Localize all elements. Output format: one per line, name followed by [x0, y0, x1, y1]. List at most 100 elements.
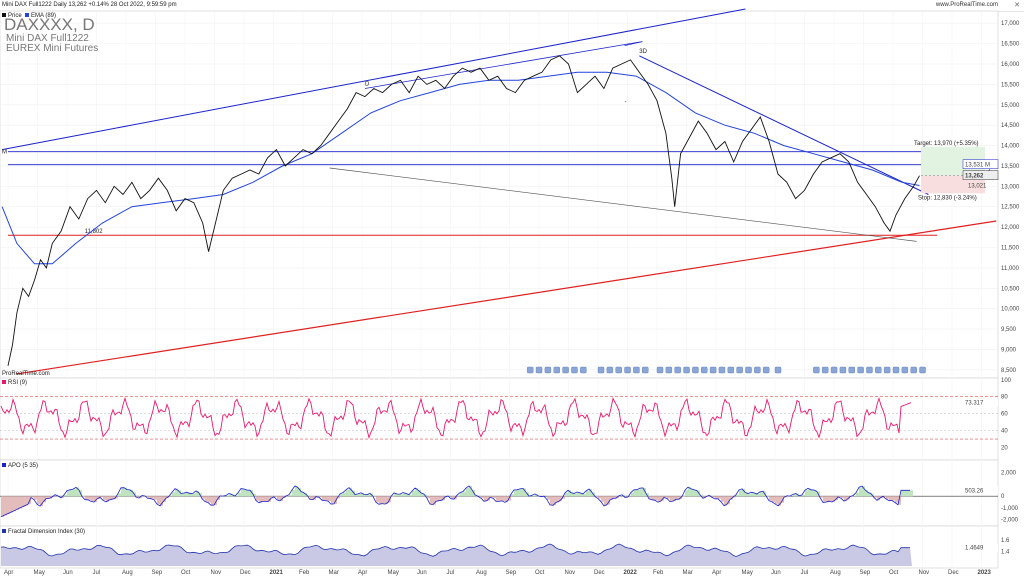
apo-bar: [106, 496, 109, 502]
site-url[interactable]: www.ProRealTime.com: [935, 2, 998, 8]
y-tick-label: 13,000: [1001, 184, 1020, 190]
event-calendar-icon: [754, 366, 761, 374]
apo-bar: [502, 496, 505, 501]
apo-bar: [754, 492, 757, 497]
apo-bar: [160, 496, 163, 506]
apo-bar: [691, 488, 694, 497]
apo-bar: [886, 496, 889, 499]
apo-bar: [322, 496, 325, 501]
price-pane[interactable]: [0, 10, 999, 379]
event-calendar-icon: [674, 366, 681, 374]
apo-bar: [643, 487, 646, 497]
rsi-line: [0, 396, 912, 440]
gray-trend-line: [329, 167, 917, 242]
apo-bar: [250, 490, 253, 497]
apo-bar: [202, 496, 205, 499]
y-tick-label: 14,000: [1001, 144, 1020, 150]
apo-bar: [61, 496, 64, 498]
event-icons[interactable]: [527, 366, 926, 374]
apo-bar: [124, 487, 127, 497]
apo-bar: [295, 485, 298, 497]
apo-bar: [688, 487, 691, 497]
apo-bar: [436, 496, 439, 502]
trendline-drawings[interactable]: M D 3D - 11,802: [2, 8, 997, 375]
event-calendar-icon: [580, 366, 587, 374]
apo-bar: [427, 496, 430, 499]
apo-bar: [319, 496, 322, 498]
apo-bar: [397, 493, 400, 497]
apo-bar: [496, 496, 499, 502]
apo-bar: [13, 496, 16, 512]
y-tick-label: 16,000: [1001, 62, 1020, 68]
apo-bar: [865, 489, 868, 497]
x-tick-label: 2021: [270, 570, 284, 576]
x-tick-label: Apr: [358, 570, 367, 576]
window-close-icon[interactable]: ✕: [1014, 2, 1020, 9]
apo-bar: [244, 488, 247, 497]
apo-value-box: [963, 486, 998, 495]
apo-bar: [565, 492, 568, 497]
event-calendar-icon: [736, 366, 743, 374]
copyright: ProRealTime.com: [2, 371, 50, 377]
x-tick-label: May: [388, 570, 399, 576]
apo-bar: [277, 496, 280, 500]
apo-bar: [415, 488, 418, 497]
event-calendar-icon: [571, 366, 578, 374]
apo-bar: [184, 493, 187, 497]
rsi-pane[interactable]: [0, 377, 999, 461]
apo-bar: [793, 494, 796, 497]
apo-bar: [820, 496, 823, 498]
rsi-tick-label: 20: [1001, 446, 1008, 452]
y-tick-label: 13,500: [1001, 164, 1020, 170]
event-calendar-icon: [910, 366, 917, 374]
event-calendar-icon: [774, 366, 782, 374]
apo-bar: [658, 496, 661, 503]
y-tick-label: 8,500: [1001, 368, 1017, 374]
y-tick-label: 12,500: [1001, 205, 1020, 211]
watermark-sub2: EUREX Mini Futures: [6, 43, 98, 54]
fdi-swatch: [2, 529, 6, 533]
event-calendar-icon: [745, 366, 752, 374]
apo-bar: [163, 496, 166, 502]
stop-label: Stop: 12,830 (-3.24%): [918, 195, 977, 201]
apo-bar: [247, 490, 250, 497]
apo-fill: [1, 485, 913, 517]
event-calendar-icon: [830, 366, 838, 374]
apo-bar: [91, 496, 94, 502]
apo-bar: [181, 493, 184, 497]
apo-bar: [613, 496, 616, 499]
apo-bar: [421, 492, 424, 497]
apo-bar: [646, 493, 649, 497]
apo-bar: [607, 496, 610, 505]
apo-bar: [238, 492, 241, 497]
x-tick-label: Feb: [299, 570, 310, 576]
apo-bar: [838, 496, 841, 497]
x-tick-label: Mar: [683, 570, 693, 576]
event-calendar-icon: [606, 366, 614, 374]
apo-bar: [775, 496, 778, 504]
event-calendar-icon: [822, 366, 829, 374]
apo-pane[interactable]: [0, 459, 999, 527]
apo-bar: [604, 496, 607, 506]
apo-bar: [175, 488, 178, 497]
apo-bar: [70, 489, 73, 497]
apo-bar: [571, 492, 574, 497]
apo-bar: [694, 489, 697, 497]
apo-bar: [460, 492, 463, 497]
apo-bar: [463, 491, 466, 497]
apo-bar: [484, 496, 487, 502]
apo-bar: [877, 496, 880, 501]
event-calendar-icon: [562, 366, 569, 374]
apo-bar: [469, 485, 472, 497]
event-calendar-icon: [633, 366, 640, 374]
apo-bar: [22, 496, 25, 507]
apo-bar: [364, 494, 367, 497]
apo-bar: [517, 489, 520, 497]
apo-bar: [355, 494, 358, 497]
apo-bar: [37, 496, 40, 505]
y-tick-label: 10,000: [1001, 307, 1020, 313]
apo-bar: [379, 496, 382, 505]
apo-bar: [736, 494, 739, 497]
apo-bar: [85, 496, 88, 500]
